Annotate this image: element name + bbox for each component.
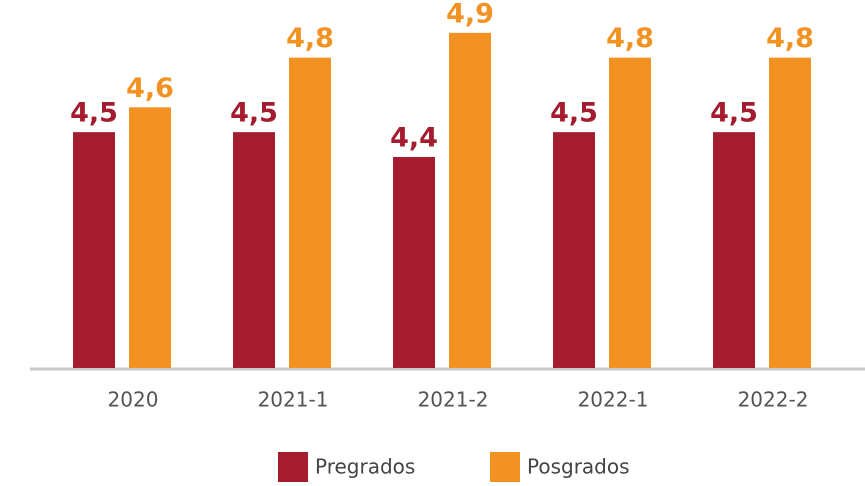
legend-swatch <box>490 452 520 482</box>
bar <box>609 57 651 368</box>
bar <box>713 132 755 368</box>
value-label: 4,8 <box>606 23 654 54</box>
x-tick-label: 2020 <box>108 388 159 412</box>
legend-swatch <box>278 452 308 482</box>
bar <box>73 132 115 368</box>
x-tick-label: 2022-1 <box>578 388 649 412</box>
value-label: 4,5 <box>70 98 118 129</box>
value-label: 4,5 <box>550 98 598 129</box>
value-label: 4,5 <box>710 98 758 129</box>
bar <box>449 32 491 369</box>
bar <box>233 132 275 368</box>
value-label: 4,9 <box>446 0 494 29</box>
value-label: 4,5 <box>230 98 278 129</box>
value-label: 4,6 <box>126 73 174 104</box>
x-tick-label: 2021-1 <box>258 388 329 412</box>
legend-label: Posgrados <box>527 455 630 479</box>
bar <box>129 107 171 368</box>
value-label: 4,8 <box>286 23 334 54</box>
value-label: 4,4 <box>390 122 438 153</box>
legend-label: Pregrados <box>315 455 415 479</box>
bar <box>769 57 811 368</box>
bar <box>289 57 331 368</box>
x-tick-label: 2022-2 <box>738 388 809 412</box>
bar <box>393 156 435 368</box>
value-label: 4,8 <box>766 23 814 54</box>
bar <box>553 132 595 368</box>
x-tick-label: 2021-2 <box>418 388 489 412</box>
